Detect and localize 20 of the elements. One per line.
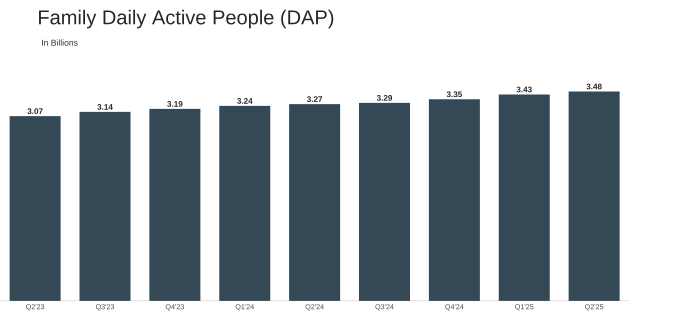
data-label: 3.43 <box>516 86 532 92</box>
data-label: 3.24 <box>237 98 253 104</box>
data-label: 3.19 <box>167 101 182 107</box>
data-label: 3.35 <box>446 91 462 98</box>
bar <box>219 106 270 301</box>
bar <box>568 92 620 301</box>
data-label: 3.07 <box>27 108 43 114</box>
chart-subtitle: In Billions <box>42 39 78 46</box>
bar <box>498 94 550 301</box>
bar <box>428 99 480 301</box>
chart-title: Family Daily Active People (DAP) <box>39 10 334 28</box>
data-label: 3.27 <box>306 96 322 102</box>
bar <box>10 116 61 301</box>
bar <box>359 102 410 301</box>
data-label: 3.29 <box>376 95 392 101</box>
bar <box>149 108 200 301</box>
bar <box>80 112 131 301</box>
data-label: 3.14 <box>97 104 113 110</box>
bar <box>289 104 340 301</box>
data-label: 3.48 <box>586 84 602 90</box>
